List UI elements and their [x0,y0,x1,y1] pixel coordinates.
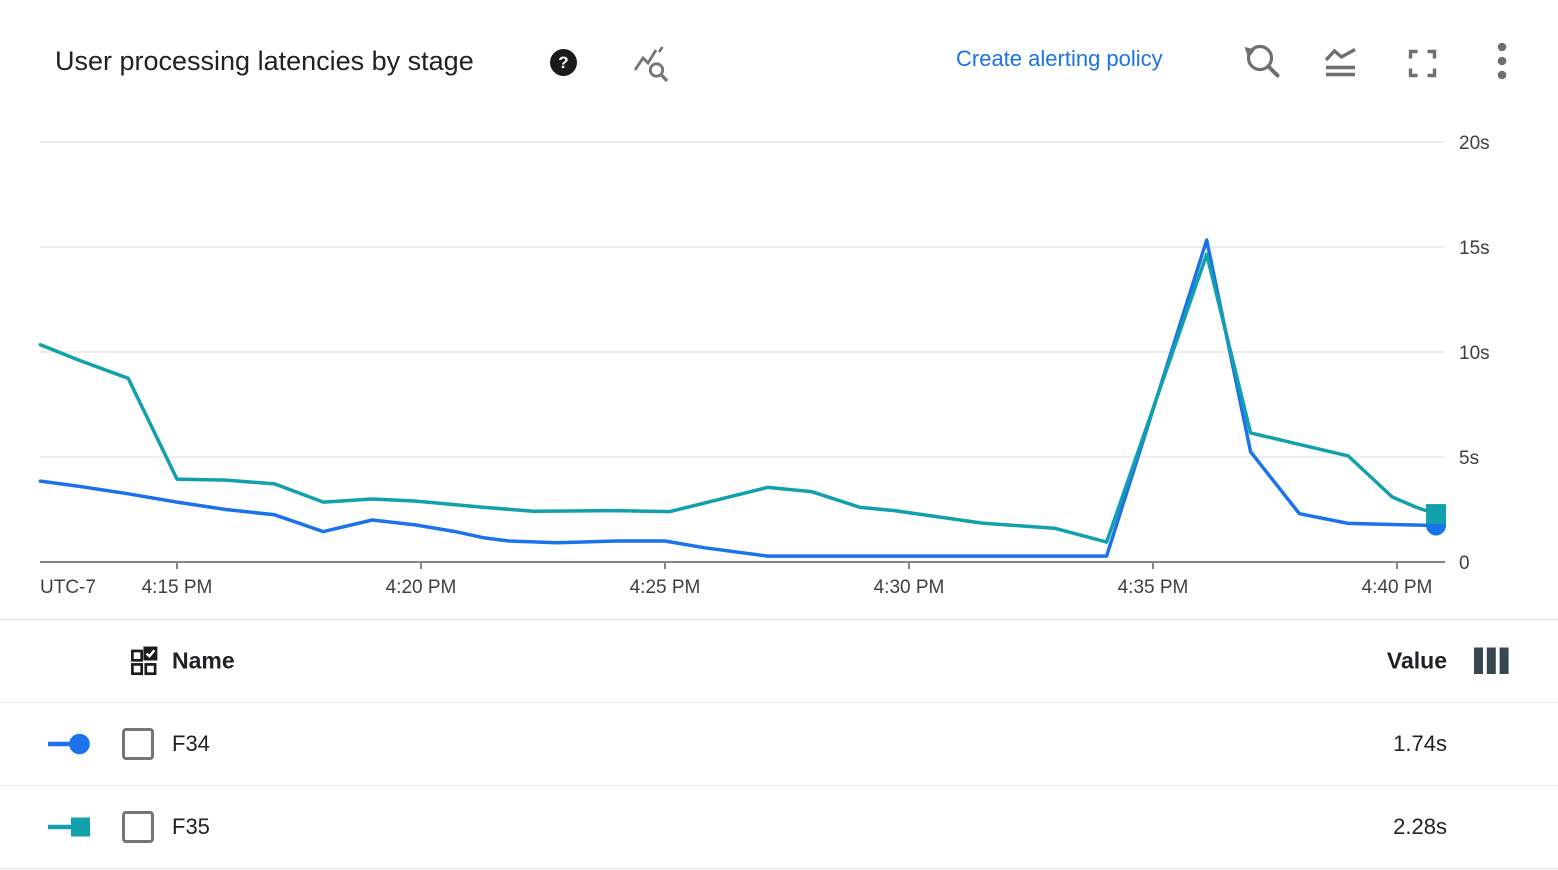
latency-line-chart[interactable]: 0 5s 10s 15s 20s 4:15 PM 4:20 PM 4:25 PM 4:30 PM… [0,100,1558,612]
series-value: 1.74s [1393,731,1447,756]
series-value: 2.28s [1393,814,1447,839]
series-table: Name Value F34 1.74s F35 2.28 [0,619,1558,869]
svg-text:4:15 PM: 4:15 PM [142,577,213,598]
svg-text:15s: 15s [1459,238,1490,259]
chart-type-icon[interactable] [1323,46,1358,78]
page-title: User processing latencies by stage [55,46,474,76]
svg-text:4:40 PM: 4:40 PM [1362,577,1433,598]
svg-text:4:35 PM: 4:35 PM [1118,577,1189,598]
svg-text:0: 0 [1459,553,1470,574]
series-name: F34 [172,731,210,756]
series-table-header: Name Value [0,620,1558,703]
series-marker-line-circle [48,733,90,755]
zoom-reset-icon[interactable] [1241,40,1283,82]
create-alerting-policy-link[interactable]: Create alerting policy [956,46,1163,71]
metrics-explorer-icon[interactable] [633,45,670,84]
series-checkbox[interactable] [122,728,154,760]
series-marker-line-square [48,817,90,837]
help-icon-glyph: ? [558,53,569,72]
more-options-icon[interactable] [1497,42,1507,82]
series-checkbox[interactable] [122,811,154,843]
name-column-header: Name [172,647,235,674]
svg-text:UTC-7: UTC-7 [40,577,96,598]
svg-text:20s: 20s [1459,133,1490,154]
svg-text:10s: 10s [1459,343,1490,364]
svg-text:4:20 PM: 4:20 PM [386,577,457,598]
series-row-f35: F35 2.28s [0,786,1558,869]
svg-text:4:30 PM: 4:30 PM [874,577,945,598]
value-column-header: Value [1386,647,1447,674]
svg-text:5s: 5s [1459,448,1479,469]
series-name: F35 [172,814,210,839]
select-series-icon[interactable] [130,646,161,677]
series-row-f34: F34 1.74s [0,703,1558,786]
fullscreen-icon[interactable] [1406,47,1439,80]
columns-icon[interactable] [1474,647,1509,675]
help-icon[interactable]: ? [550,49,577,76]
chart-header: User processing latencies by stage ? Cre… [0,0,1558,100]
svg-text:4:25 PM: 4:25 PM [630,577,701,598]
